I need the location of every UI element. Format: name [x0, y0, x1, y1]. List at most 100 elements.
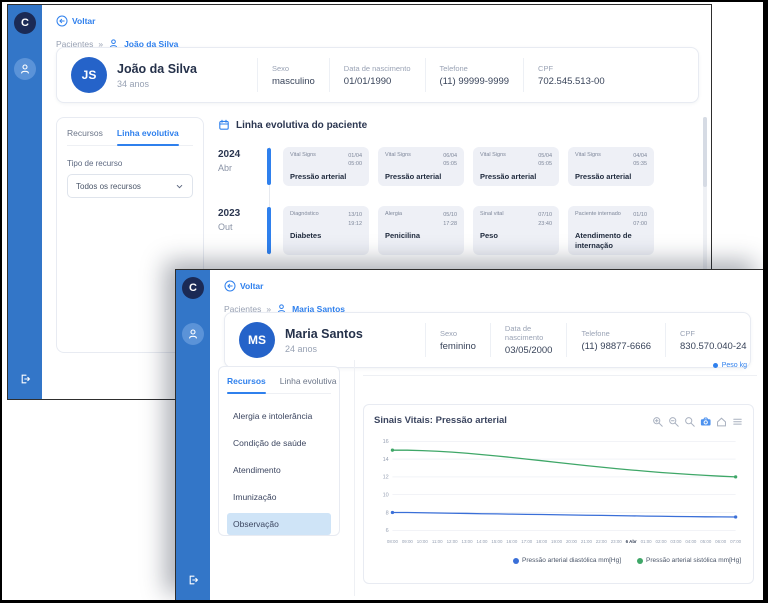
- event-date: 05/10: [443, 211, 457, 219]
- menu-item-condição-de-saúde[interactable]: Condição de saúde: [227, 432, 331, 454]
- event-header: Alergia05/1017:28: [385, 211, 457, 228]
- timeline-event-card[interactable]: Vital Signs06/0405:05Pressão arterial: [378, 147, 464, 186]
- field-value: 702.545.513-00: [538, 76, 605, 87]
- patient-field: Sexofeminino: [425, 323, 490, 357]
- back-label: Voltar: [72, 16, 95, 26]
- chart-toolbar: [652, 414, 743, 425]
- event-type: Vital Signs: [480, 152, 506, 158]
- svg-text:6 Abr: 6 Abr: [626, 539, 637, 544]
- svg-text:08:00: 08:00: [387, 539, 399, 544]
- timeline-event-card[interactable]: Vital Signs05/0405:05Pressão arterial: [473, 147, 559, 186]
- patient-age: 34 anos: [117, 79, 257, 89]
- app-logo-icon[interactable]: C: [14, 12, 36, 34]
- app-sidebar: C: [176, 270, 210, 600]
- event-time: 19:12: [348, 220, 362, 228]
- svg-text:16:00: 16:00: [506, 539, 518, 544]
- legend-item[interactable]: Pressão arterial sistólica mm[Hg]: [637, 557, 741, 564]
- timeline-event-card[interactable]: Vital Signs 04/0405:35 Pressão arterial: [568, 147, 654, 186]
- event-title: Pressão arterial: [290, 172, 362, 182]
- patient-fields: SexomasculinoData de nascimento01/01/199…: [257, 58, 619, 92]
- tab-linha-evolutiva[interactable]: Linha evolutiva: [117, 128, 179, 138]
- timeline-cards: Vital Signs01/0405:00Pressão arterialVit…: [283, 147, 654, 186]
- zoom-in-icon[interactable]: [652, 414, 663, 425]
- svg-text:12:00: 12:00: [447, 539, 459, 544]
- tab-recursos[interactable]: Recursos: [67, 128, 103, 138]
- timeline-event-card[interactable]: Diagnóstico13/1019:12Diabetes: [283, 206, 369, 255]
- event-date: 04/04: [633, 152, 647, 160]
- field-label: Telefone: [440, 64, 510, 73]
- timeline-event-card[interactable]: Vital Signs01/0405:00Pressão arterial: [283, 147, 369, 186]
- tab-recursos[interactable]: Recursos: [227, 376, 266, 386]
- event-title: Atendimento de internação: [575, 231, 647, 251]
- svg-text:23:00: 23:00: [611, 539, 623, 544]
- svg-text:18:00: 18:00: [536, 539, 548, 544]
- search-icon[interactable]: [684, 414, 695, 425]
- chart-plot[interactable]: 681012141608:0009:0010:0011:0012:0013:00…: [374, 434, 743, 554]
- event-datetime: 05/0405:05: [538, 152, 552, 169]
- event-datetime: 06/0405:05: [443, 152, 457, 169]
- menu-item-alergia-e-intolerância[interactable]: Alergia e intolerância: [227, 405, 331, 427]
- field-value: (11) 99999-9999: [440, 76, 510, 87]
- back-button[interactable]: Voltar: [56, 15, 95, 27]
- svg-text:10: 10: [383, 493, 389, 499]
- resource-tabs: RecursosLinha evolutiva: [227, 376, 331, 394]
- event-date: 05/04: [538, 152, 552, 160]
- menu-item-atendimento[interactable]: Atendimento: [227, 459, 331, 481]
- patient-summary-card: JS João da Silva 34 anos SexomasculinoDa…: [56, 47, 699, 103]
- timeline: 2024Abr Vital Signs 01/0405:00 Pressão arte…: [218, 147, 695, 255]
- menu-item-observação[interactable]: Observação: [227, 513, 331, 535]
- menu-item-imunização[interactable]: Imunização: [227, 486, 331, 508]
- timeline-row: 2024Abr Vital Signs 01/0405:00 Pressão arte…: [218, 147, 695, 186]
- event-datetime: 01/1007:00: [633, 211, 647, 228]
- event-time: 23:40: [538, 220, 552, 228]
- scrollbar-thumb[interactable]: [703, 117, 707, 187]
- peso-mini-legend[interactable]: Peso kg: [363, 360, 757, 376]
- svg-text:16: 16: [383, 439, 389, 445]
- timeline-event-card[interactable]: Alergia05/1017:28Penicilina: [378, 206, 464, 255]
- calendar-icon: [218, 119, 230, 131]
- tab-linha-evolutiva[interactable]: Linha evolutiva: [280, 376, 337, 386]
- event-date: 07/10: [538, 211, 552, 219]
- svg-text:04:00: 04:00: [685, 539, 697, 544]
- field-label: Telefone: [581, 329, 651, 338]
- timeline-month: 2024Abr: [218, 147, 258, 186]
- event-title: Pressão arterial: [575, 172, 647, 182]
- legend-dot-icon: [513, 558, 519, 564]
- logout-icon[interactable]: [14, 368, 36, 390]
- camera-icon[interactable]: [700, 414, 711, 425]
- legend-item[interactable]: Pressão arterial diastólica mm[Hg]: [513, 557, 621, 564]
- logout-icon[interactable]: [182, 569, 204, 591]
- timeline-bar: [267, 207, 271, 254]
- event-type: Paciente internado: [575, 211, 621, 217]
- event-type: Alergia: [385, 211, 402, 217]
- zoom-out-icon[interactable]: [668, 414, 679, 425]
- patient-name: João da Silva: [117, 62, 257, 76]
- timeline-event-card[interactable]: Paciente internado 01/1007:00 Atendimento …: [568, 206, 654, 255]
- field-value: feminino: [440, 341, 476, 352]
- legend-dot-icon: [713, 363, 718, 368]
- field-label: Data de nascimento: [505, 324, 553, 342]
- timeline-event-card[interactable]: Sinal vital07/1023:40Peso: [473, 206, 559, 255]
- svg-text:6: 6: [386, 528, 389, 534]
- resource-tabs: Recursos Linha evolutiva: [67, 128, 193, 146]
- back-button[interactable]: Voltar: [224, 280, 263, 292]
- menu-icon[interactable]: [732, 414, 743, 425]
- resource-type-select[interactable]: Todos os recursos: [67, 174, 193, 198]
- field-label: Data de nascimento: [344, 64, 411, 73]
- svg-text:05:00: 05:00: [700, 539, 712, 544]
- app-logo-icon[interactable]: C: [182, 277, 204, 299]
- event-datetime: 04/0405:35: [633, 152, 647, 169]
- timeline-title: Linha evolutiva do paciente: [236, 120, 367, 131]
- event-datetime: 07/1023:40: [538, 211, 552, 228]
- patients-nav-icon[interactable]: [14, 58, 36, 80]
- svg-text:02:00: 02:00: [656, 539, 668, 544]
- timeline-month: 2023Out: [218, 206, 258, 255]
- event-type: Vital Signs: [575, 152, 601, 158]
- event-date: 06/04: [443, 152, 457, 160]
- home-icon[interactable]: [716, 414, 727, 425]
- svg-text:01:00: 01:00: [641, 539, 653, 544]
- svg-text:22:00: 22:00: [596, 539, 608, 544]
- event-datetime: 01/0405:00: [348, 152, 362, 169]
- app-sidebar: C: [8, 5, 42, 399]
- patients-nav-icon[interactable]: [182, 323, 204, 345]
